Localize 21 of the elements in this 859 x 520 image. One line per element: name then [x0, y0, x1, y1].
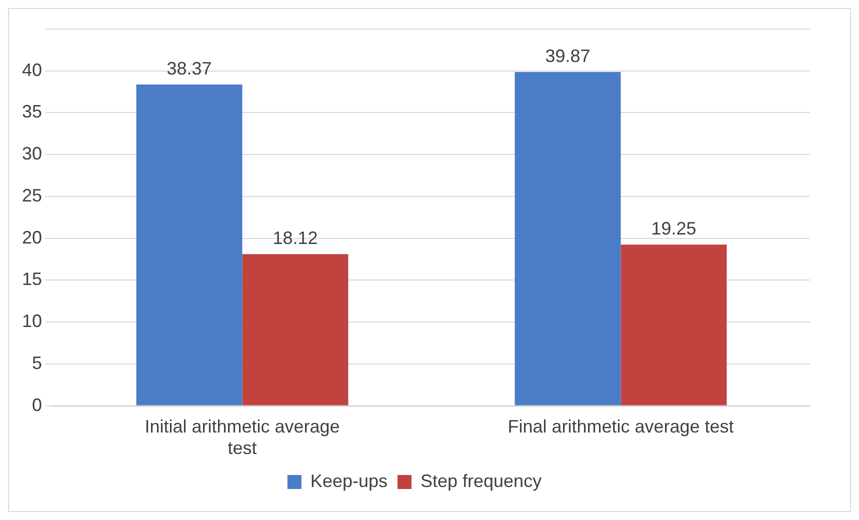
bar — [136, 84, 242, 406]
data-label: 18.12 — [272, 228, 318, 248]
bar — [620, 244, 727, 406]
y-tick-label: 40 — [22, 60, 42, 80]
data-label: 38.37 — [166, 58, 212, 78]
y-tick-label: 15 — [22, 269, 42, 290]
data-label: 19.25 — [651, 218, 696, 239]
legend-label: Keep-ups — [310, 470, 388, 491]
x-tick-label: Final arithmetic average test — [508, 416, 734, 437]
y-tick-label: 5 — [32, 352, 42, 373]
legend-label: Step frequency — [420, 470, 542, 491]
y-tick-label: 10 — [22, 311, 42, 332]
y-tick-label: 20 — [22, 227, 42, 248]
data-label: 39.87 — [545, 46, 590, 66]
y-tick-label: 0 — [32, 394, 42, 415]
bar — [242, 254, 348, 406]
y-tick-label: 30 — [22, 144, 42, 164]
x-tick-label: Initial arithmetic average test — [144, 416, 340, 458]
y-tick-label: 25 — [22, 185, 42, 206]
bar — [514, 72, 621, 406]
y-tick-label: 35 — [22, 102, 42, 122]
